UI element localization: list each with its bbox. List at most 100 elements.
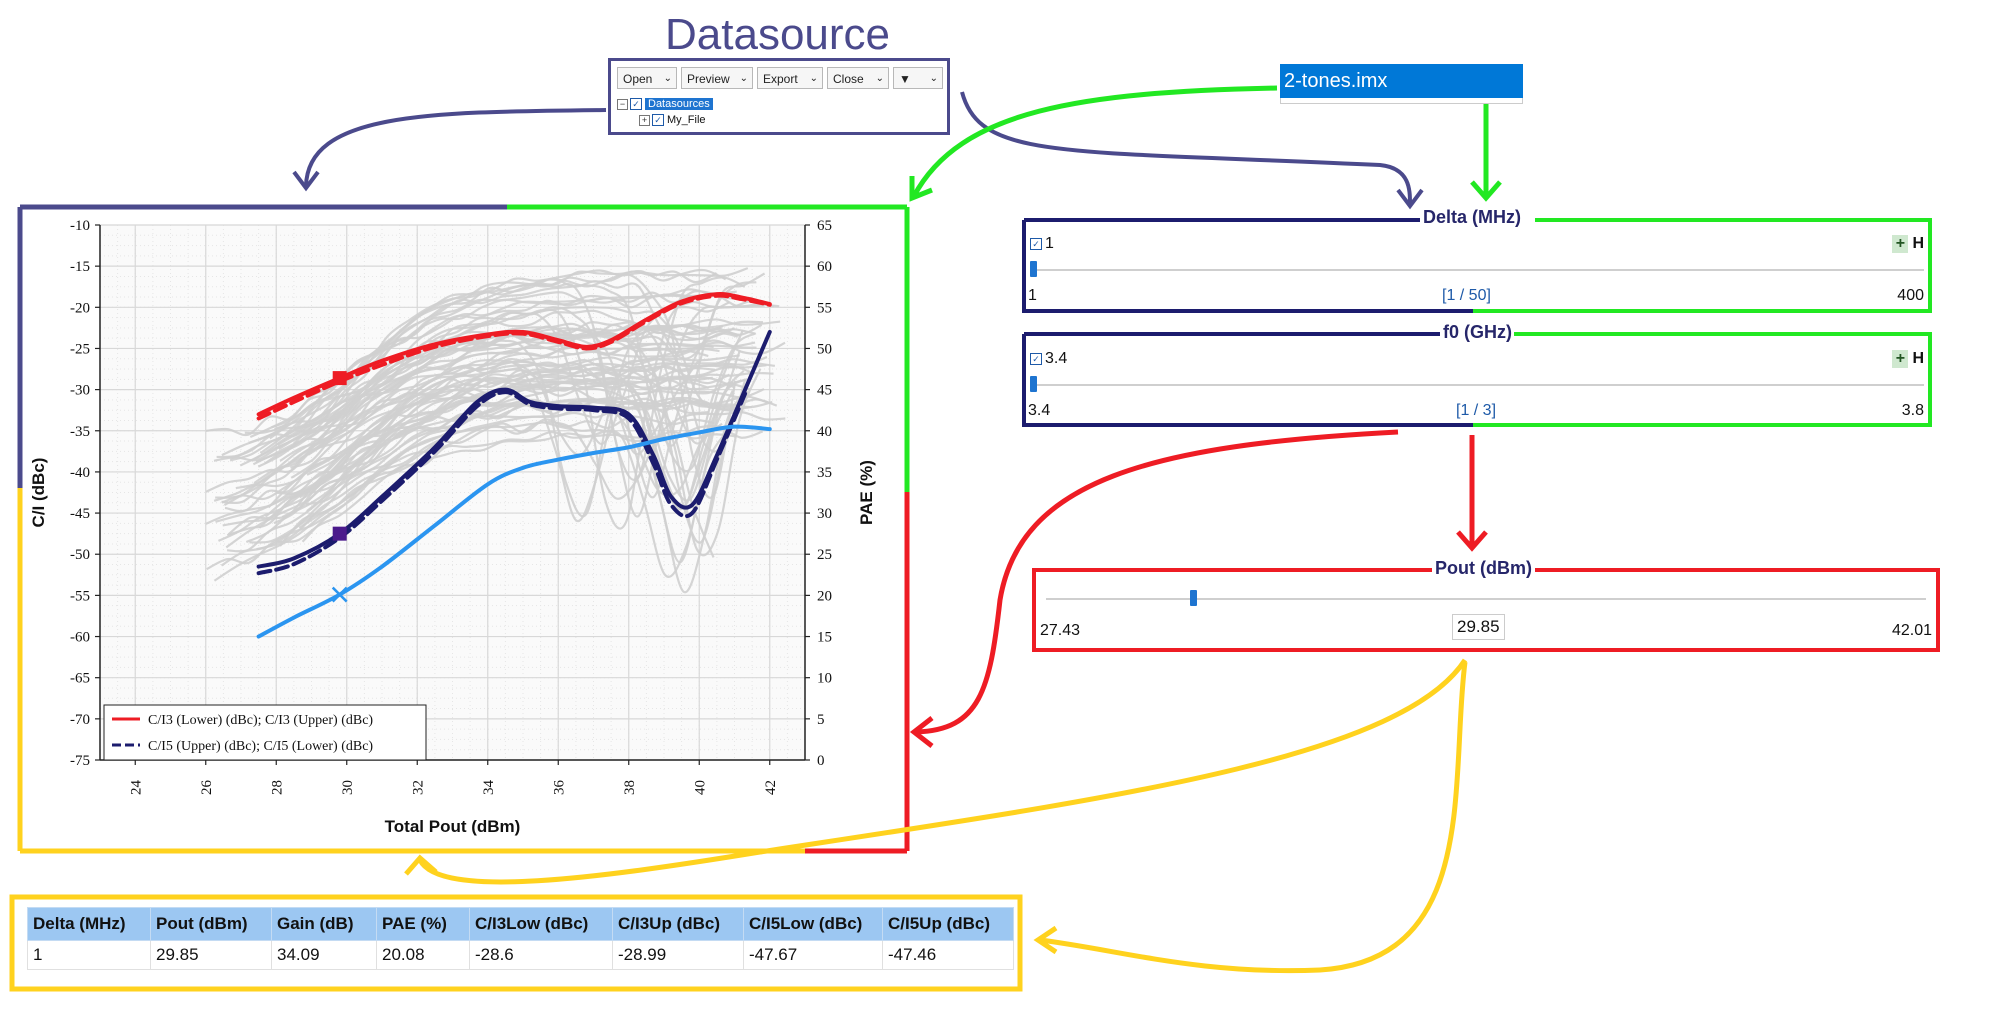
y-tick-label: -75: [70, 753, 90, 769]
checkbox-checked-icon[interactable]: ✓: [630, 98, 642, 111]
table-header-cell[interactable]: C/I5Low (dBc): [743, 907, 883, 941]
background-curve: [221, 349, 709, 457]
background-curve: [305, 421, 730, 578]
f0-slider-track[interactable]: [1030, 384, 1924, 386]
background-curve: [239, 267, 749, 467]
tree-item-datasources[interactable]: − ✓ Datasources: [617, 97, 713, 111]
y-tick-label: -35: [70, 424, 90, 440]
x-tick-label: 32: [410, 780, 426, 795]
y2-tick-label: 0: [817, 753, 825, 769]
table-header-cell[interactable]: PAE (%): [376, 907, 470, 941]
f0-checked-value: 3.4: [1045, 350, 1068, 367]
datasource-title: Datasource: [665, 10, 891, 59]
add-range-icon[interactable]: +: [1892, 350, 1909, 368]
table-cell: 29.85: [150, 940, 272, 970]
y-tick-label: -70: [70, 712, 90, 728]
x-tick-label: 30: [340, 780, 356, 795]
delta-min: 1: [1028, 287, 1037, 304]
background-curve: [249, 289, 737, 439]
background-curve: [229, 270, 717, 462]
y-tick-label: -10: [70, 218, 90, 234]
x-tick-label: 42: [763, 780, 779, 795]
f0-index: [1 / 3]: [1456, 402, 1497, 419]
table-cell: -28.99: [612, 940, 744, 970]
table-header-cell[interactable]: Pout (dBm): [150, 907, 272, 941]
pout-slider-panel: 27.43 29.85 42.01: [1034, 570, 1938, 650]
add-range-icon[interactable]: +: [1892, 235, 1909, 253]
filter-icon: ▼: [899, 72, 911, 86]
table-header-cell[interactable]: C/I5Up (dBc): [882, 907, 1014, 941]
chevron-down-icon: ⌄: [929, 73, 938, 84]
y2-tick-label: 45: [817, 383, 832, 399]
preview-label: Preview: [687, 72, 730, 86]
preview-button[interactable]: Preview ⌄: [681, 67, 753, 89]
chart-background-curves: [205, 267, 786, 594]
delta-checkbox[interactable]: ✓ 1: [1030, 235, 1054, 253]
y2-axis-label: PAE (%): [857, 460, 876, 525]
y2-tick-label: 10: [817, 671, 832, 687]
background-curve: [215, 324, 724, 499]
y2-tick-label: 30: [817, 506, 832, 522]
series-line-c-i5-lower-dbc: [256, 390, 748, 576]
filter-button[interactable]: ▼ ⌄: [893, 67, 943, 89]
table-cell: 34.09: [271, 940, 377, 970]
background-curve: [279, 364, 767, 462]
f0-slider-tools[interactable]: + H: [1892, 350, 1924, 368]
table-header-cell[interactable]: C/I3Low (dBc): [469, 907, 613, 941]
x-tick-label: 38: [622, 780, 638, 795]
checkbox-checked-icon[interactable]: ✓: [652, 114, 664, 127]
delta-slider-tools[interactable]: + H: [1892, 235, 1924, 253]
f0-checkbox[interactable]: ✓ 3.4: [1030, 350, 1067, 368]
delta-max: 400: [1897, 287, 1924, 304]
background-curve: [256, 411, 786, 551]
table-cell: 20.08: [376, 940, 470, 970]
legend-label-ci3: C/I3 (Lower) (dBc); C/I3 (Upper) (dBc): [148, 713, 373, 728]
y2-tick-label: 20: [817, 588, 832, 604]
table-cell: -47.46: [882, 940, 1014, 970]
close-button[interactable]: Close ⌄: [827, 67, 889, 89]
delta-slider-thumb[interactable]: [1030, 261, 1037, 277]
chevron-down-icon: ⌄: [809, 73, 818, 84]
f0-min: 3.4: [1028, 402, 1051, 419]
y-tick-label: -55: [70, 588, 90, 604]
y-tick-label: -60: [70, 630, 90, 646]
x-tick-label: 34: [481, 780, 497, 796]
table-header-cell[interactable]: Delta (MHz): [27, 907, 151, 941]
y2-tick-label: 35: [817, 465, 832, 481]
y-tick-label: -50: [70, 547, 90, 563]
y2-tick-label: 40: [817, 424, 832, 440]
checkbox-checked-icon[interactable]: ✓: [1030, 237, 1042, 250]
chart-series: [256, 292, 772, 639]
pout-slider-thumb[interactable]: [1190, 590, 1198, 606]
pout-slider-track[interactable]: [1046, 598, 1926, 600]
expand-icon[interactable]: +: [639, 114, 650, 126]
range-icon[interactable]: H: [1912, 235, 1924, 252]
open-button[interactable]: Open ⌄: [617, 67, 677, 89]
table-row[interactable]: 1 29.85 34.09 20.08 -28.6 -28.99 -47.67 -47.46: [27, 940, 1014, 970]
background-curve: [220, 383, 751, 567]
range-icon[interactable]: H: [1912, 350, 1924, 367]
background-curve: [276, 309, 744, 446]
chevron-down-icon: ⌄: [875, 73, 884, 84]
y2-tick-label: 25: [817, 547, 832, 563]
table-header-cell[interactable]: C/I3Up (dBc): [612, 907, 744, 941]
tree-item-my-file[interactable]: + ✓ My_File: [639, 113, 706, 127]
y-tick-label: -15: [70, 259, 90, 275]
legend-box: [103, 704, 427, 761]
table-header-cell[interactable]: Gain (dB): [271, 907, 377, 941]
chevron-down-icon: ⌄: [739, 73, 748, 84]
pout-current-value[interactable]: 29.85: [1452, 614, 1505, 640]
checkbox-checked-icon[interactable]: ✓: [1030, 352, 1042, 365]
pout-slider-title: Pout (dBm): [1432, 558, 1535, 579]
export-button[interactable]: Export ⌄: [757, 67, 823, 89]
y2-tick-label: 15: [817, 630, 832, 646]
background-curve: [213, 341, 786, 462]
background-curve: [244, 288, 753, 435]
f0-slider-thumb[interactable]: [1030, 376, 1037, 392]
delta-slider-track[interactable]: [1030, 269, 1924, 271]
open-label: Open: [623, 72, 653, 86]
collapse-icon[interactable]: −: [617, 98, 628, 110]
background-curve: [298, 399, 744, 529]
y2-tick-label: 65: [817, 218, 832, 234]
background-curve: [235, 304, 765, 518]
